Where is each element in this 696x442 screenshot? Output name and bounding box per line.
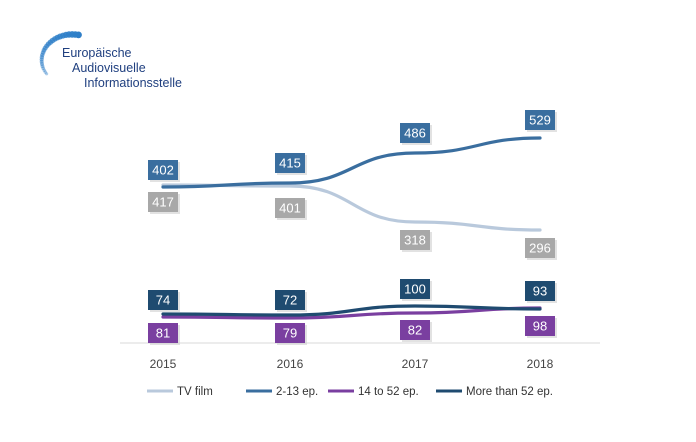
data-label: 529 (525, 110, 557, 132)
data-label-text: 529 (529, 113, 551, 128)
data-label: 296 (525, 238, 557, 260)
data-label-box (148, 192, 178, 212)
data-label: 417 (148, 192, 180, 214)
data-label: 100 (400, 279, 432, 301)
data-label-text: 82 (408, 323, 422, 338)
data-label: 81 (148, 323, 180, 345)
data-label: 72 (275, 290, 307, 312)
logo: Europäische Audiovisuelle Informationsst… (36, 28, 206, 118)
data-label-text: 415 (279, 156, 301, 171)
data-label-text: 486 (404, 126, 426, 141)
x-tick-label: 2016 (277, 357, 304, 371)
legend-label: More than 52 ep. (466, 386, 553, 398)
logo-line-3: Informationsstelle (84, 76, 182, 90)
data-label: 415 (275, 153, 307, 175)
logo-line-1: Europäische (62, 46, 132, 60)
data-label-box (148, 323, 178, 343)
legend-item: More than 52 ep. (436, 386, 553, 398)
data-label-text: 79 (283, 326, 297, 341)
x-tick-label: 2017 (402, 357, 429, 371)
logo-line-2: Audiovisuelle (72, 61, 146, 75)
data-label-box (275, 290, 305, 310)
data-label-text: 417 (152, 195, 174, 210)
data-label: 93 (525, 281, 557, 303)
legend-label: 14 to 52 ep. (358, 386, 419, 398)
logo-swoosh-icon (39, 31, 82, 76)
data-label: 318 (400, 230, 432, 252)
data-label: 401 (275, 198, 307, 220)
data-label-text: 81 (156, 326, 170, 341)
data-label-text: 74 (156, 293, 170, 308)
data-label-text: 318 (404, 233, 426, 248)
data-labels: 417 401 318 296 402 415 486 529 81 79 82 98 74 72 100 9… (148, 110, 557, 345)
series-line-0 (161, 183, 542, 232)
data-label-box (400, 123, 430, 143)
series-line-3 (161, 304, 542, 317)
legend-item: TV film (147, 386, 213, 398)
data-label-box (525, 281, 555, 301)
x-tick-label: 2015 (150, 357, 177, 371)
x-tick-label: 2018 (527, 357, 554, 371)
x-axis-ticks: 2015 2016 2017 2018 (150, 357, 554, 371)
legend-item: 2-13 ep. (246, 386, 318, 398)
data-label-box (275, 153, 305, 173)
data-label-box (148, 160, 178, 180)
data-label-box (400, 320, 430, 340)
data-label-box (400, 279, 430, 299)
data-label: 98 (525, 316, 557, 338)
data-label-box (525, 316, 555, 336)
data-label-text: 402 (152, 163, 174, 178)
series-line-2 (161, 306, 542, 320)
data-label-text: 296 (529, 241, 551, 256)
legend: TV film 2-13 ep. 14 to 52 ep. More than 52 … (147, 386, 553, 398)
data-label-box (275, 198, 305, 218)
legend-item: 14 to 52 ep. (328, 386, 419, 398)
data-label-box (148, 290, 178, 310)
series-lines (161, 136, 542, 320)
data-label-text: 72 (283, 293, 297, 308)
data-label-text: 100 (404, 282, 426, 297)
data-label-text: 401 (279, 201, 301, 216)
data-label-box (525, 110, 555, 130)
data-label: 74 (148, 290, 180, 312)
legend-label: 2-13 ep. (276, 386, 318, 398)
data-label: 486 (400, 123, 432, 145)
data-label-box (275, 323, 305, 343)
data-label: 79 (275, 323, 307, 345)
data-label: 402 (148, 160, 180, 182)
data-label-text: 93 (533, 284, 547, 299)
data-label: 82 (400, 320, 432, 342)
legend-label: TV film (177, 386, 213, 398)
data-label-box (400, 230, 430, 250)
data-label-box (525, 238, 555, 258)
data-label-text: 98 (533, 319, 547, 334)
series-line-1 (161, 136, 542, 189)
